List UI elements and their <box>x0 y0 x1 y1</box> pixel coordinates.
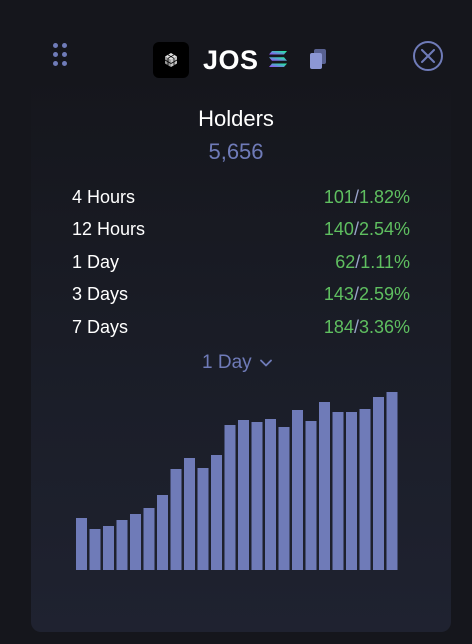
stat-percent: 1.82% <box>358 186 410 207</box>
stat-value: 143/2.59% <box>323 284 410 305</box>
stat-count: 62 <box>335 251 356 272</box>
drag-handle-icon[interactable] <box>53 43 69 69</box>
stat-count: 140 <box>323 219 354 240</box>
stat-label: 4 Hours <box>72 186 136 207</box>
chart-bar <box>292 410 303 570</box>
stat-percent: 1.11% <box>360 251 410 272</box>
chart-bar <box>76 518 87 570</box>
copy-icon[interactable] <box>309 48 327 70</box>
chart-bar <box>170 469 182 570</box>
token-name: JOS <box>203 45 259 75</box>
holders-bar-chart <box>76 392 398 570</box>
stat-count: 184 <box>323 316 354 337</box>
stat-row-1-day: 1 Day 62/1.11% <box>72 246 410 279</box>
stat-row-3-days: 3 Days 143/2.59% <box>72 279 410 312</box>
chart-bar <box>386 392 398 570</box>
chart-bar <box>89 529 101 570</box>
chart-bar <box>143 508 155 570</box>
close-button[interactable] <box>413 41 443 71</box>
stat-label: 12 Hours <box>72 219 146 240</box>
stat-row-4-hours: 4 Hours 101/1.82% <box>72 181 410 214</box>
chart-bar <box>103 526 114 570</box>
stat-value: 62/1.11% <box>335 251 410 272</box>
stat-percent: 3.36% <box>358 316 410 337</box>
chart-bar <box>265 419 276 570</box>
chart-bar <box>278 427 290 570</box>
holders-count: 5,656 <box>208 139 264 164</box>
chart-bar <box>184 458 195 570</box>
chart-bar <box>251 422 263 570</box>
cube-logo-icon <box>153 42 189 78</box>
stat-value: 140/2.54% <box>323 219 410 240</box>
chart-bar <box>130 514 141 570</box>
holder-stats-list: 4 Hours 101/1.82% 12 Hours 140/2.54% 1 D… <box>72 181 410 344</box>
holders-title: Holders <box>198 106 274 131</box>
chart-bar <box>116 520 128 570</box>
chart-bar <box>211 455 222 570</box>
chart-bar <box>157 495 168 570</box>
chart-bar <box>238 420 249 570</box>
chart-bar <box>305 421 317 570</box>
chart-bar <box>346 412 357 570</box>
chevron-down-icon <box>259 359 272 367</box>
stat-percent: 2.59% <box>358 284 410 305</box>
chart-bar <box>224 425 236 570</box>
stat-percent: 2.54% <box>358 219 410 240</box>
chart-bar <box>319 402 330 570</box>
stat-value: 101/1.82% <box>323 186 410 207</box>
stat-label: 1 Day <box>72 251 120 272</box>
close-icon <box>421 49 435 63</box>
chart-bar <box>332 412 344 570</box>
period-dropdown[interactable]: 1 Day <box>202 349 272 377</box>
stat-value: 184/3.36% <box>323 316 410 337</box>
stat-row-12-hours: 12 Hours 140/2.54% <box>72 214 410 247</box>
stat-row-7-days: 7 Days 184/3.36% <box>72 311 410 344</box>
stat-count: 101 <box>323 186 354 207</box>
stat-count: 143 <box>323 284 354 305</box>
period-selected: 1 Day <box>202 352 252 373</box>
chart-bar <box>373 397 384 570</box>
chart-bar <box>197 468 209 570</box>
stat-label: 3 Days <box>72 284 129 305</box>
chart-bar <box>359 409 371 570</box>
solana-icon <box>268 50 288 68</box>
stat-label: 7 Days <box>72 316 129 337</box>
